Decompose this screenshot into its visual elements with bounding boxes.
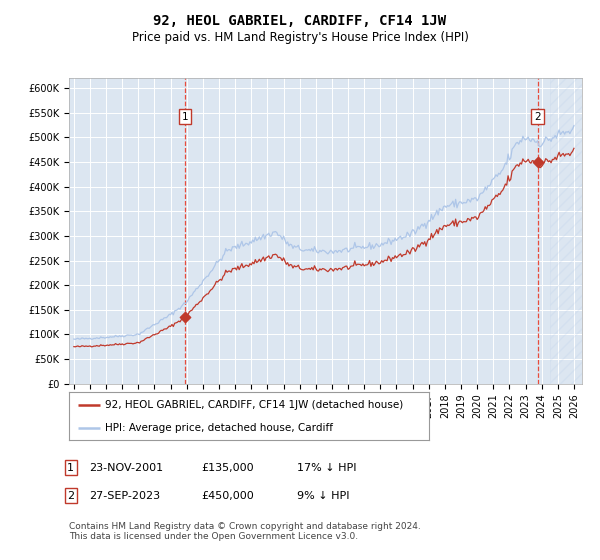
Text: 27-SEP-2023: 27-SEP-2023 — [89, 491, 160, 501]
Bar — [550, 78, 582, 384]
Text: 17% ↓ HPI: 17% ↓ HPI — [297, 463, 356, 473]
Text: 2: 2 — [535, 111, 541, 122]
Text: £135,000: £135,000 — [201, 463, 254, 473]
Text: £450,000: £450,000 — [201, 491, 254, 501]
Text: 2: 2 — [67, 491, 74, 501]
Point — [533, 157, 542, 166]
Text: 23-NOV-2001: 23-NOV-2001 — [89, 463, 163, 473]
Text: 1: 1 — [67, 463, 74, 473]
Text: 1: 1 — [182, 111, 188, 122]
Text: Contains HM Land Registry data © Crown copyright and database right 2024.
This d: Contains HM Land Registry data © Crown c… — [69, 522, 421, 542]
Text: Price paid vs. HM Land Registry's House Price Index (HPI): Price paid vs. HM Land Registry's House … — [131, 31, 469, 44]
Point — [181, 312, 190, 321]
Text: HPI: Average price, detached house, Cardiff: HPI: Average price, detached house, Card… — [105, 423, 333, 433]
Bar — [550, 78, 582, 384]
Text: 92, HEOL GABRIEL, CARDIFF, CF14 1JW (detached house): 92, HEOL GABRIEL, CARDIFF, CF14 1JW (det… — [105, 400, 403, 410]
Text: 92, HEOL GABRIEL, CARDIFF, CF14 1JW: 92, HEOL GABRIEL, CARDIFF, CF14 1JW — [154, 14, 446, 28]
Text: 9% ↓ HPI: 9% ↓ HPI — [297, 491, 349, 501]
